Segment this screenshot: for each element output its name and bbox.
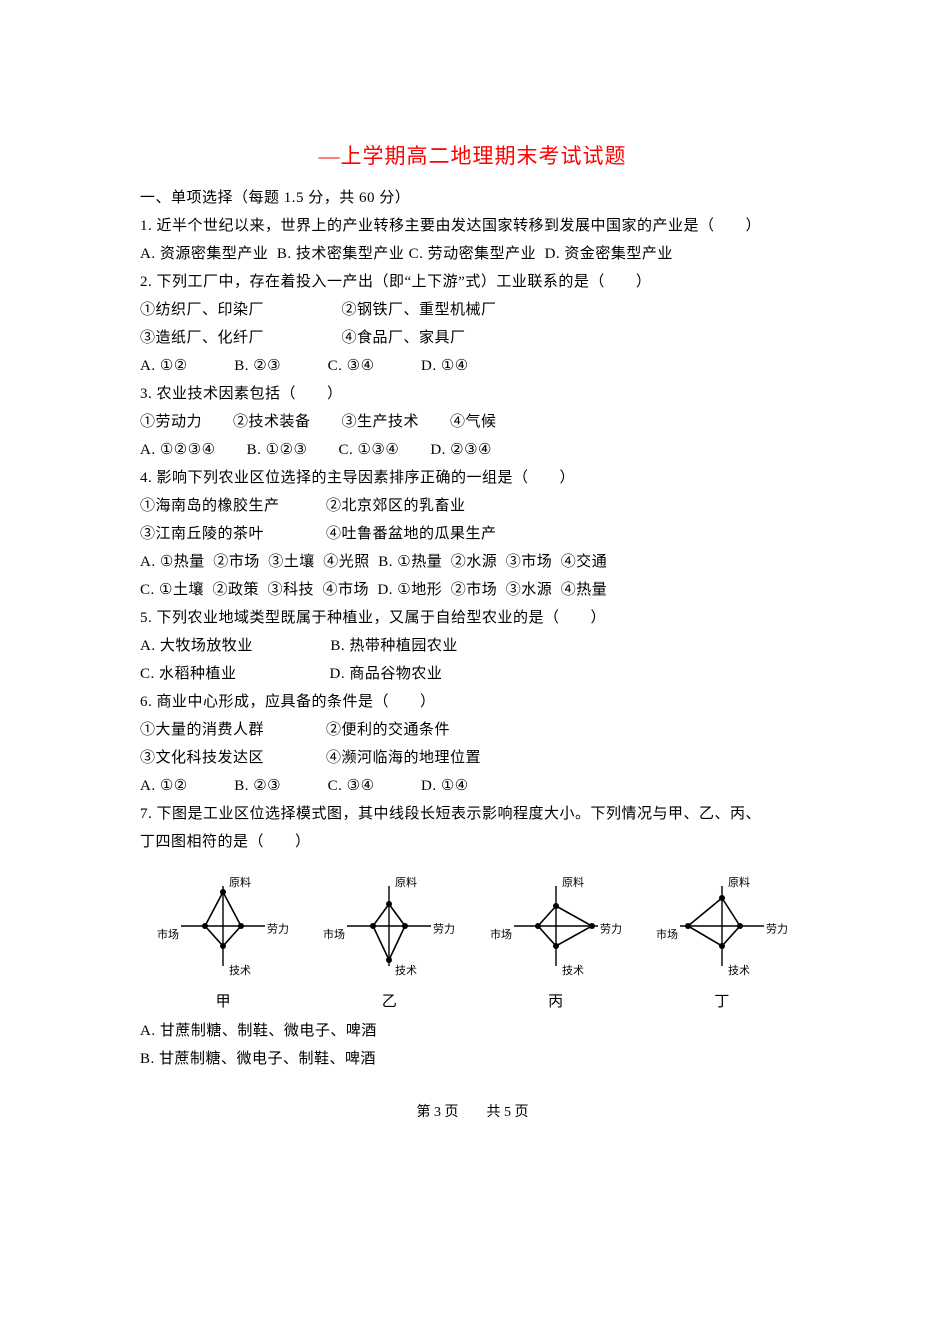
q6-line1: ①大量的消费人群 ②便利的交通条件: [140, 716, 805, 744]
section-heading: 一、单项选择（每题 1.5 分，共 60 分）: [140, 184, 805, 212]
q7-opt-b: B. 甘蔗制糖、微电子、制鞋、啤酒: [140, 1045, 805, 1073]
svg-text:劳力: 劳力: [600, 923, 622, 936]
svg-text:原料: 原料: [229, 875, 251, 889]
svg-text:原料: 原料: [395, 875, 417, 889]
svg-text:技术: 技术: [728, 964, 750, 977]
q4-options-ab: A. ①热量 ②市场 ③土壤 ④光照 B. ①热量 ②水源 ③市场 ④交通: [140, 548, 805, 576]
diagram-caption: 甲: [143, 990, 303, 1011]
diagram-caption: 丙: [476, 990, 636, 1011]
footer-total: 共 5 页: [487, 1105, 529, 1120]
diagram-row: 原料技术 市场 劳力 原料技术 市场 劳力 原料技术 市场 劳力 原料技术 市场 劳力: [140, 866, 805, 986]
diagram-labels: 甲乙丙丁: [140, 990, 805, 1011]
diagram-caption: 丁: [642, 990, 802, 1011]
svg-text:原料: 原料: [728, 875, 750, 889]
svg-text:市场: 市场: [323, 927, 345, 941]
svg-text:技术: 技术: [229, 964, 251, 977]
q3-line1: ①劳动力 ②技术装备 ③生产技术 ④气候: [140, 408, 805, 436]
q5-line1: A. 大牧场放牧业 B. 热带种植园农业: [140, 632, 805, 660]
q7: 7. 下图是工业区位选择模式图，其中线段长短表示影响程度大小。下列情况与甲、乙、…: [140, 800, 805, 828]
radar-diagram: 原料技术 市场 劳力: [476, 866, 636, 986]
svg-text:技术: 技术: [562, 964, 584, 977]
radar-diagram: 原料技术 市场 劳力: [642, 866, 802, 986]
svg-text:市场: 市场: [656, 927, 678, 941]
q5: 5. 下列农业地域类型既属于种植业，又属于自给型农业的是（ ）: [140, 604, 805, 632]
q2-line1: ①纺织厂、印染厂 ②钢铁厂、重型机械厂: [140, 296, 805, 324]
svg-text:技术: 技术: [395, 964, 417, 977]
svg-text:劳力: 劳力: [267, 923, 289, 936]
q3: 3. 农业技术因素包括（ ）: [140, 380, 805, 408]
q5-line2: C. 水稻种植业 D. 商品谷物农业: [140, 660, 805, 688]
q7-opt-a: A. 甘蔗制糖、制鞋、微电子、啤酒: [140, 1017, 805, 1045]
svg-text:劳力: 劳力: [433, 923, 455, 936]
svg-text:原料: 原料: [562, 875, 584, 889]
q2-line2: ③造纸厂、化纤厂 ④食品厂、家具厂: [140, 324, 805, 352]
page: —上学期高二地理期末考试试题 一、单项选择（每题 1.5 分，共 60 分） 1…: [0, 0, 945, 1161]
q6: 6. 商业中心形成，应具备的条件是（ ）: [140, 688, 805, 716]
q2: 2. 下列工厂中，存在着投入一产出（即“上下游”式）工业联系的是（ ）: [140, 268, 805, 296]
q7b: 丁四图相符的是（ ）: [140, 828, 805, 856]
exam-title: —上学期高二地理期末考试试题: [140, 140, 805, 170]
q1: 1. 近半个世纪以来，世界上的产业转移主要由发达国家转移到发展中国家的产业是（ …: [140, 212, 805, 240]
svg-text:市场: 市场: [490, 927, 512, 941]
q4-options-cd: C. ①土壤 ②政策 ③科技 ④市场 D. ①地形 ②市场 ③水源 ④热量: [140, 576, 805, 604]
q2-options: A. ①② B. ②③ C. ③④ D. ①④: [140, 352, 805, 380]
q6-line2: ③文化科技发达区 ④濒河临海的地理位置: [140, 744, 805, 772]
svg-text:市场: 市场: [157, 927, 179, 941]
q1-options: A. 资源密集型产业 B. 技术密集型产业 C. 劳动密集型产业 D. 资金密集…: [140, 240, 805, 268]
footer-page: 第 3 页: [417, 1105, 459, 1120]
q4-line1: ①海南岛的橡胶生产 ②北京郊区的乳畜业: [140, 492, 805, 520]
q4-line2: ③江南丘陵的茶叶 ④吐鲁番盆地的瓜果生产: [140, 520, 805, 548]
diagram-caption: 乙: [309, 990, 469, 1011]
radar-diagram: 原料技术 市场 劳力: [143, 866, 303, 986]
page-footer: 第 3 页 共 5 页: [140, 1101, 805, 1121]
q6-options: A. ①② B. ②③ C. ③④ D. ①④: [140, 772, 805, 800]
q3-options: A. ①②③④ B. ①②③ C. ①③④ D. ②③④: [140, 436, 805, 464]
radar-diagram: 原料技术 市场 劳力: [309, 866, 469, 986]
q4: 4. 影响下列农业区位选择的主导因素排序正确的一组是（ ）: [140, 464, 805, 492]
svg-text:劳力: 劳力: [766, 923, 788, 936]
